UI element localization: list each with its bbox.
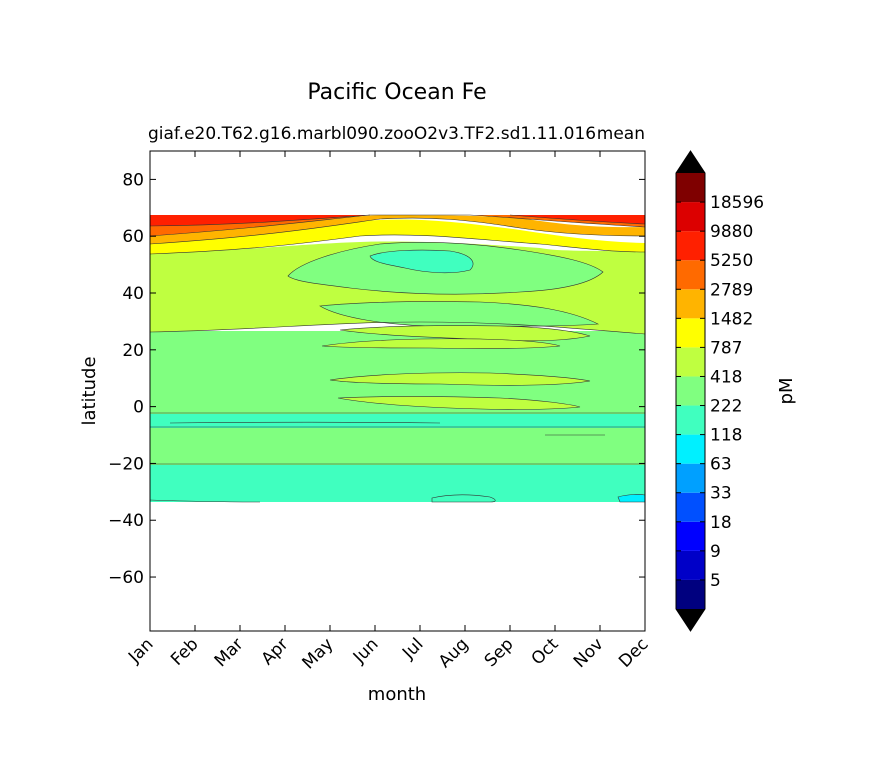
colorbar-extend-min [676,609,705,631]
colorbar-swatch [676,521,705,551]
contour-band [150,215,645,244]
colorbar-label: pM [776,378,797,405]
colorbar-level-label: 9880 [710,222,753,242]
colorbar-outline [675,150,706,632]
colorbar-swatch [676,347,705,377]
contour-patch [617,494,645,503]
y-tick-label: 80 [122,170,144,190]
contour-band [510,215,645,224]
plot-area: 80 60 40 20 0 −20 −40 −60 Jan Feb Mar Apr May Jun Jul… [108,150,653,673]
colorbar-level-label: 118 [710,426,742,446]
colorbar-level-label: 5 [710,571,721,591]
contour-patch [329,372,591,386]
x-tick-label: Feb [167,634,202,669]
plot-frame [149,150,646,632]
colorbar-level-label: 222 [710,397,742,417]
colorbar-level-label: 787 [710,338,742,358]
x-tick-label: May [299,634,338,673]
y-tick-label: −20 [108,454,144,474]
x-tick-label: Apr [258,634,293,669]
colorbar-swatch [676,550,705,580]
chart-title: Pacific Ocean Fe [307,80,486,105]
colorbar: 5 9 18 33 63 118 222 418 787 1482 2789 5250 9880 1859… [675,150,764,632]
y-tick-label: 0 [133,398,144,418]
colorbar-level-label: 18 [710,513,732,533]
x-tick-label: Sep [481,634,518,671]
x-tick-label: Mar [211,634,248,671]
colorbar-level-label: 33 [710,484,732,504]
y-tick-label: −40 [108,511,144,531]
colorbar-level-label: 5250 [710,251,753,271]
x-tick-label: Jul [398,634,427,663]
contour-patch [321,338,561,349]
colorbar-level-label: 2789 [710,280,753,300]
colorbar-swatch [676,492,705,522]
colorbar-swatch [676,289,705,319]
colorbar-level-label: 18596 [710,193,764,213]
x-tick-label: Jan [124,634,157,667]
contour-band [150,427,645,465]
colorbar-level-label: 1482 [710,309,753,329]
contour-band [150,219,645,254]
colorbar-swatch [676,173,705,203]
chart-subtitle-run: giaf.e20.T62.g16.marbl090.zooO2v3.TF2.sd… [148,124,596,144]
x-tick-label: Dec [615,634,652,671]
y-axis-label: latitude [79,356,100,425]
y-axis: 80 60 40 20 0 −20 −40 −60 [108,170,645,588]
contour-patch [319,301,600,327]
colorbar-swatch [676,202,705,232]
x-tick-label: Oct [528,634,563,669]
y-tick-label: 60 [122,227,144,247]
colorbar-swatch [676,434,705,464]
colorbar-swatch [676,231,705,261]
contour-band [150,413,645,428]
y-tick-label: 40 [122,284,144,304]
colorbar-level-label: 418 [710,367,742,387]
y-tick-label: 20 [122,341,144,361]
contour-patch [337,396,581,410]
x-tick-label: Nov [570,634,608,672]
x-axis-label: month [368,684,426,705]
colorbar-swatch [676,405,705,435]
contour-patch [369,249,474,274]
contour-band [150,215,370,226]
colorbar-level-label: 63 [710,455,732,475]
contour-band [150,464,645,502]
y-tick-label: −60 [108,568,144,588]
colorbar-swatch [676,376,705,406]
contour-patch [339,325,591,342]
colorbar-swatch [676,463,705,493]
colorbar-swatch [676,579,705,609]
colorbar-level-label: 9 [710,542,721,562]
contour-patch [431,494,496,503]
chart-subtitle-stat: mean [597,124,645,144]
contour-fill [150,214,645,503]
colorbar-swatch [676,260,705,290]
colorbar-extend-max [676,151,705,173]
colorbar-swatch [676,318,705,348]
x-tick-label: Aug [435,634,473,672]
x-tick-label: Jun [349,634,383,668]
